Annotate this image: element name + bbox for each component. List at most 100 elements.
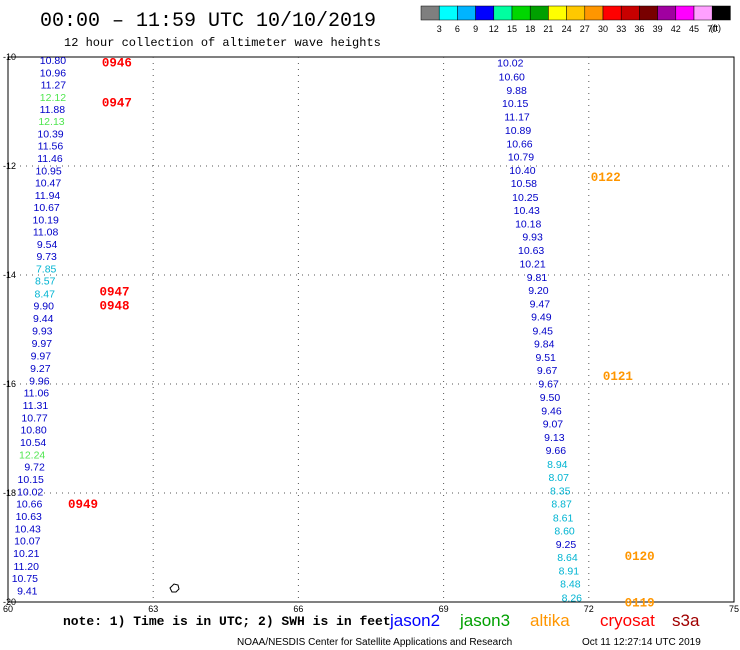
color-scale-legend: 3 6 9 12 15 18 21 24 27 30 33 36 39 42 45 70 [420,5,731,34]
longitude-tick: 69 [439,604,449,614]
timestamp: Oct 11 12:27:14 UTC 2019 [582,637,701,648]
wave-height-value: 10.54 [20,437,46,449]
credit-line: NOAA/NESDIS Center for Satellite Applica… [237,637,512,648]
color-swatch [511,5,531,21]
wave-height-value: 9.07 [543,419,564,431]
wave-height-value: 8.48 [560,579,581,591]
color-scale-tick: 15 [507,24,517,34]
satellite-legend-item: altika [530,611,570,630]
wave-height-value: 10.63 [16,511,42,523]
wave-height-value: 11.06 [24,387,50,399]
wave-height-value: 9.13 [544,432,565,444]
pass-time-label: 0948 [99,299,129,313]
wave-height-value: 10.25 [512,192,538,204]
color-scale-tick: 45 [689,24,699,34]
wave-height-value: 9.51 [535,352,556,364]
wave-height-value: 10.77 [21,413,47,425]
wave-height-value: 8.87 [551,499,572,511]
satellite-legend-item: s3a [672,611,700,630]
wave-height-value: 7.85 [36,264,57,276]
wave-height-value: 10.02 [497,58,523,70]
wave-height-value: 8.47 [35,288,56,300]
latitude-tick: -12 [3,161,16,171]
longitude-tick: 63 [148,604,158,614]
wave-height-value: 10.80 [20,425,46,437]
wave-height-value: 12.12 [40,92,66,104]
color-swatch [493,5,513,21]
wave-height-value: 9.90 [34,300,55,312]
wave-height-value: 9.47 [530,299,551,311]
wave-height-value: 9.66 [546,445,567,457]
color-swatch [602,5,622,21]
wave-height-value: 9.20 [528,285,549,297]
color-swatch [584,5,604,21]
color-swatch [639,5,658,21]
latitude-tick: -10 [3,52,16,62]
wave-height-value: 11.08 [33,227,59,239]
color-scale-tick: 39 [653,24,663,34]
pass-time-label: 0119 [625,596,655,610]
wave-height-value: 9.45 [533,325,554,337]
wave-height-value: 10.66 [16,499,42,511]
map-plot-area: 10.8010.9611.2712.1211.8812.1310.3911.56… [7,55,735,611]
color-scale-tick: 70 [707,24,717,34]
pass-time-label: 0946 [102,57,132,71]
wave-height-value: 10.95 [35,166,61,178]
pass-time-label: 0120 [625,550,655,564]
color-scale-tick: 33 [616,24,626,34]
satellite-track-west: 10.8010.9611.2712.1211.8812.1310.3911.56… [12,55,67,597]
wave-height-value: 10.02 [17,487,43,499]
wave-height-value: 9.50 [540,392,561,404]
wave-height-value: 11.27 [41,80,67,92]
color-swatch [693,5,713,21]
color-scale-tick: 30 [598,24,608,34]
wave-height-value: 10.63 [518,245,544,257]
map-title: 00:00 – 11:59 UTC 10/10/2019 [40,10,376,33]
latitude-tick: -20 [3,597,16,607]
color-swatch [657,5,677,21]
longitude-tick: 66 [293,604,303,614]
wave-height-value: 11.88 [40,104,66,116]
wave-height-value: 9.67 [537,365,558,377]
color-swatch [475,5,495,21]
wave-height-value: 8.07 [549,472,570,484]
wave-height-value: 10.67 [34,202,60,214]
wave-height-value: 9.97 [32,338,53,350]
wave-height-value: 9.44 [33,313,54,325]
color-scale-tick: 6 [455,24,460,34]
island-shape [169,583,180,593]
wave-height-value: 9.54 [37,239,58,251]
color-swatch [675,5,695,21]
color-scale-tick: 36 [634,24,644,34]
latitude-tick: -16 [3,379,16,389]
wave-height-value: 10.15 [502,98,528,110]
wave-height-value: 8.94 [547,459,568,471]
latitude-tick-labels: -10 -12 -14 -16 -18 -20 [3,52,16,607]
wave-height-value: 10.40 [509,165,535,177]
wave-height-value: 10.18 [515,219,541,231]
wave-height-value: 8.60 [554,525,575,537]
wave-height-value: 11.31 [23,400,49,412]
wave-height-value: 11.17 [504,112,530,124]
satellite-legend-item: cryosat [600,611,655,630]
color-scale-tick: 24 [562,24,572,34]
color-scale-tick: 3 [437,24,442,34]
color-scale-tick: 12 [489,24,499,34]
wave-height-value: 9.49 [531,312,552,324]
wave-height-value: 9.88 [506,85,527,97]
latitude-tick: -14 [3,270,16,280]
color-swatch [711,5,731,21]
wave-height-value: 10.43 [514,205,540,217]
wave-height-value: 9.97 [31,350,52,362]
wave-height-value: 9.93 [32,325,53,337]
pass-time-label: 0947 [102,97,132,111]
color-swatch [620,5,640,21]
color-swatch [438,5,458,21]
wave-height-value: 9.25 [556,539,577,551]
wave-height-value: 9.41 [17,585,38,597]
color-swatch [529,5,549,21]
wave-height-value: 11.94 [35,190,61,202]
wave-height-value: 9.81 [527,272,548,284]
